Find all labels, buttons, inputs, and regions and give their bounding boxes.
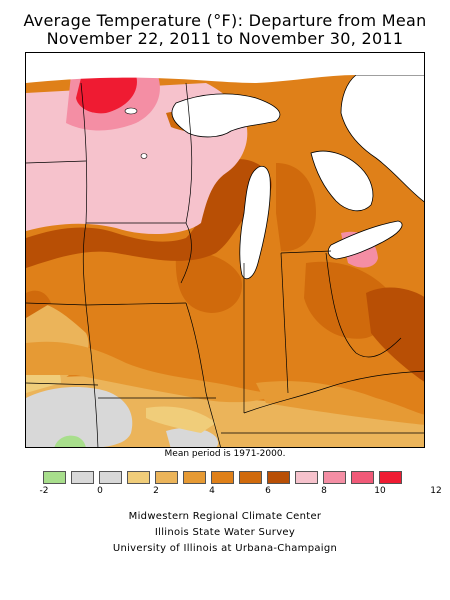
legend-tick-label: 2 xyxy=(153,486,159,496)
border-mi-oh xyxy=(280,250,332,254)
canada-blank-area xyxy=(340,74,424,203)
region-east-brown xyxy=(366,287,424,382)
legend-swatch xyxy=(155,471,178,484)
map-title-line2: November 22, 2011 to November 30, 2011 xyxy=(46,29,404,48)
legend-tick-label: 0 xyxy=(97,486,103,496)
legend-swatch xyxy=(351,471,374,484)
lake-superior xyxy=(171,93,281,138)
legend-tick-label: 8 xyxy=(321,486,327,496)
legend-swatch xyxy=(211,471,234,484)
lake-michigan xyxy=(239,165,271,280)
legend-swatch xyxy=(127,471,150,484)
border-ia-south xyxy=(82,222,187,306)
legend-tick-label: 12 xyxy=(430,486,442,496)
border-nd-sd xyxy=(26,160,87,164)
map-svg xyxy=(26,53,424,447)
border-ne-ks xyxy=(26,302,87,306)
region-central-dark xyxy=(175,251,242,313)
region-west-dark xyxy=(26,290,51,318)
border-in-oh xyxy=(280,252,289,394)
border-oh-east xyxy=(325,252,402,358)
lake-erie xyxy=(327,220,403,260)
legend-tick-label: 4 xyxy=(209,486,215,496)
lake-of-the-woods xyxy=(124,107,138,115)
region-sw-green xyxy=(54,435,86,447)
legend-swatch xyxy=(323,471,346,484)
northern-blank-area xyxy=(26,53,424,83)
lake-huron xyxy=(310,150,374,212)
border-mo-il xyxy=(185,302,221,447)
border-ok xyxy=(26,382,99,386)
region-north-red xyxy=(76,75,137,114)
legend-swatch xyxy=(183,471,206,484)
legend-tick-label: 6 xyxy=(265,486,271,496)
region-band-orange-light xyxy=(26,341,276,403)
credit-mrcc: Midwestern Regional Climate Center xyxy=(128,511,322,522)
legend-tick-label: 10 xyxy=(374,486,386,496)
legend-tick-label: -2 xyxy=(39,486,49,496)
state-boundaries xyxy=(26,82,424,447)
region-se-orange-light xyxy=(256,381,424,425)
legend-swatch xyxy=(99,471,122,484)
lake-mille-lacs xyxy=(140,153,148,159)
legend-swatch xyxy=(295,471,318,484)
region-sw-gray xyxy=(26,387,133,447)
border-ky-north xyxy=(243,370,424,414)
region-michigan-dark xyxy=(276,163,316,252)
mean-period-note: Mean period is 1971-2000. xyxy=(164,449,286,459)
region-south-yellow xyxy=(146,406,216,433)
legend-swatch xyxy=(43,471,66,484)
credit-uiuc: University of Illinois at Urbana-Champai… xyxy=(112,543,338,554)
region-ohio-dark xyxy=(304,261,390,339)
map-title-line1: Average Temperature (°F): Departure from… xyxy=(23,11,427,30)
legend-swatch xyxy=(239,471,262,484)
credit-isws: Illinois State Water Survey xyxy=(154,527,296,538)
border-nd-mn xyxy=(80,82,88,224)
border-mo-ks xyxy=(85,304,99,447)
legend-swatch xyxy=(267,471,290,484)
region-south-gray xyxy=(166,427,219,447)
temperature-departure-map xyxy=(25,52,425,448)
legend-swatch xyxy=(71,471,94,484)
border-mn-wi xyxy=(180,82,193,284)
legend-swatch xyxy=(379,471,402,484)
